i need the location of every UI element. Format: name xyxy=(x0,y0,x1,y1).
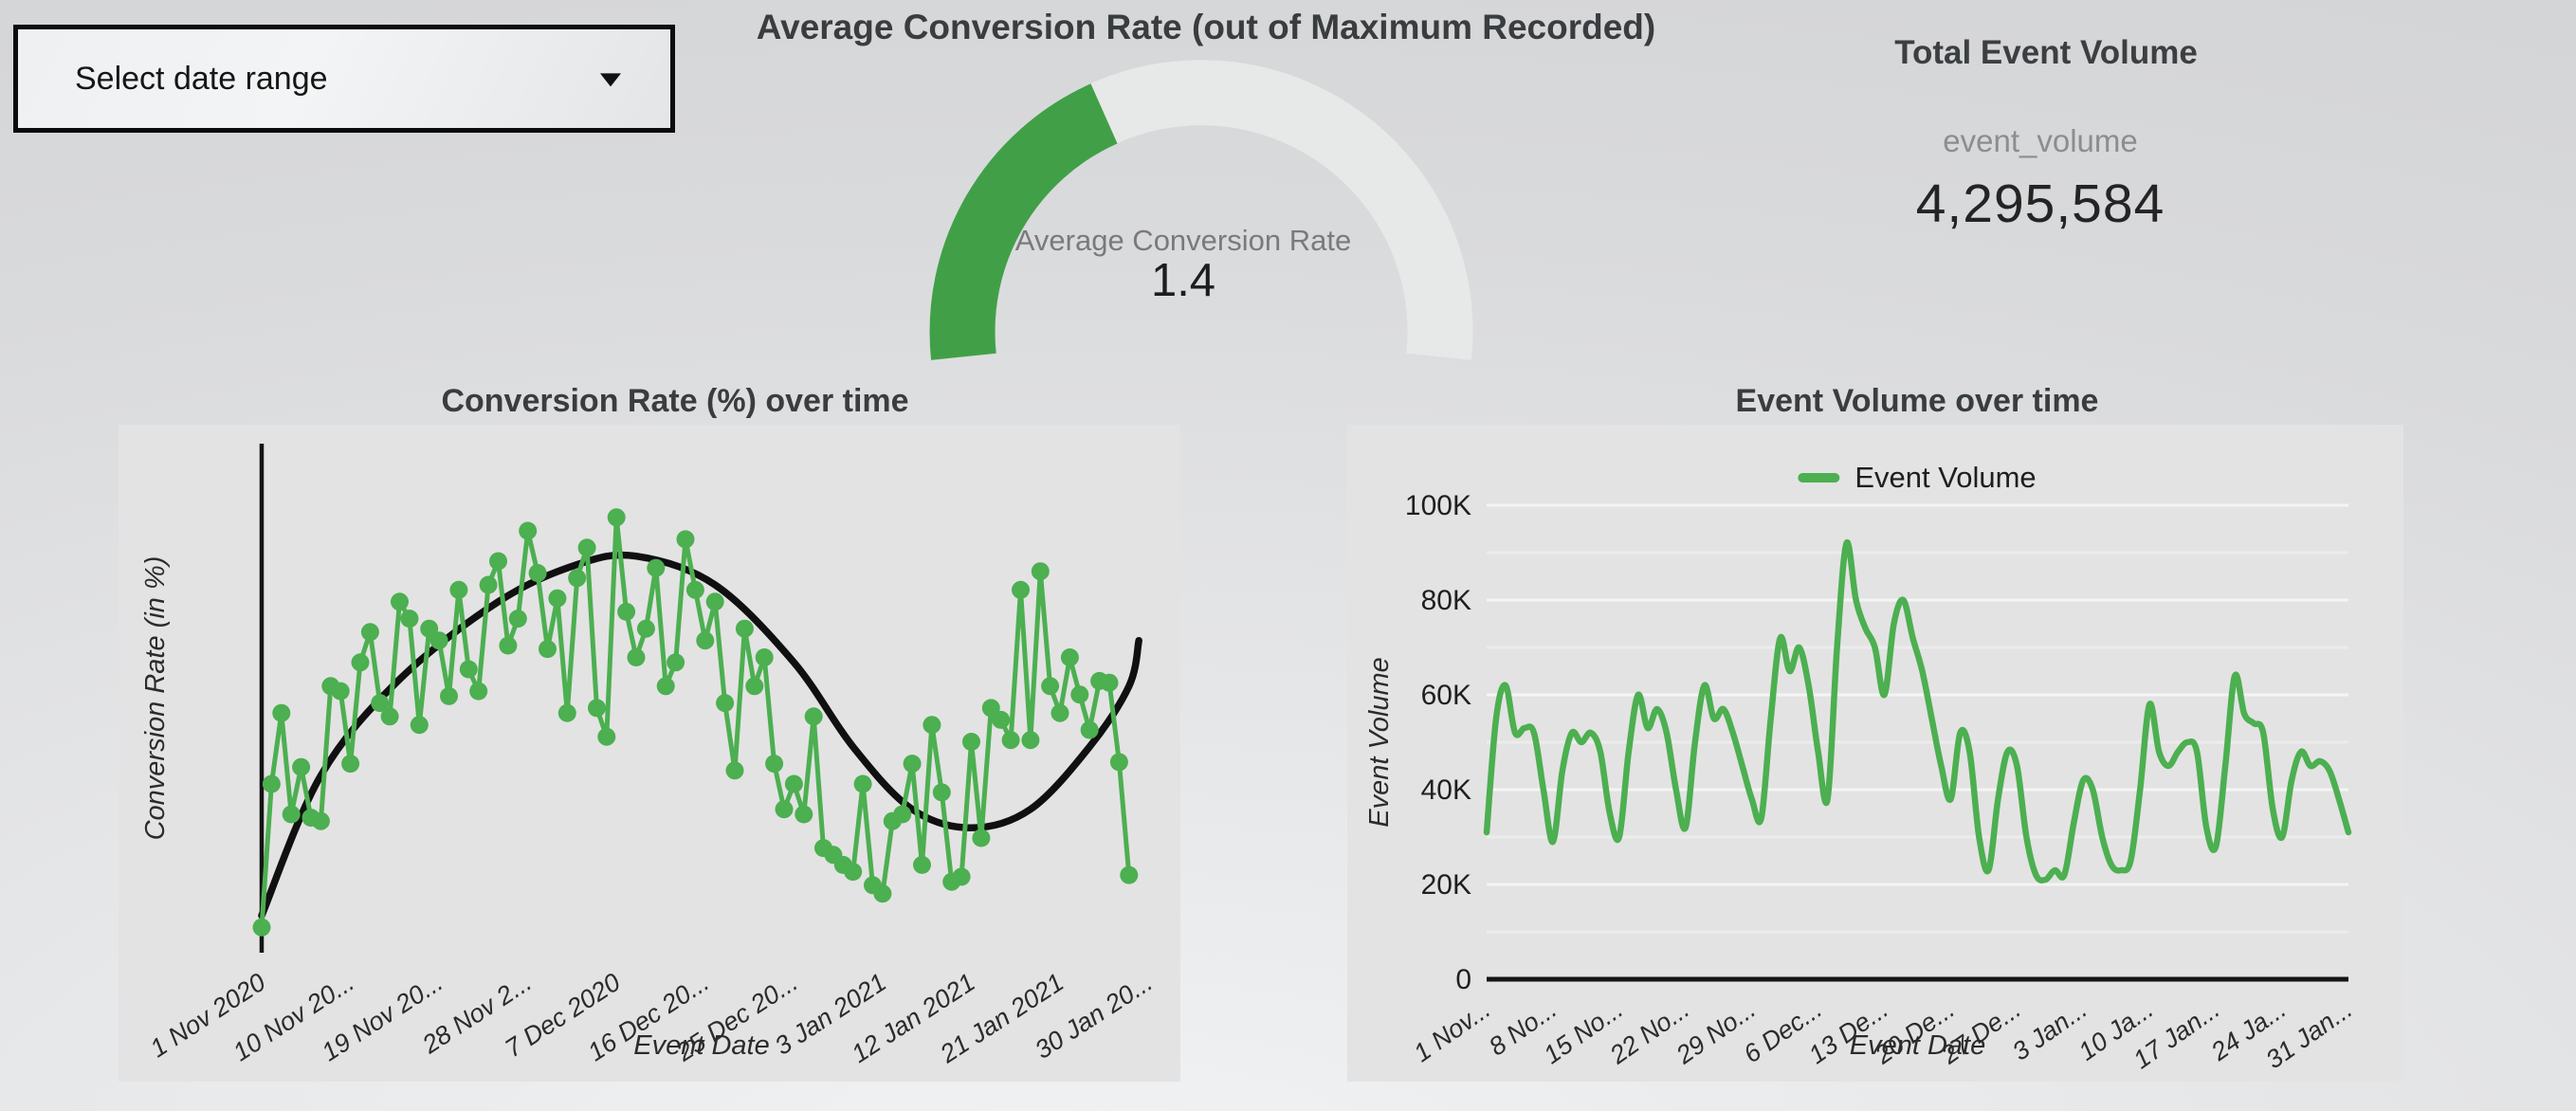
legend-label: Event Volume xyxy=(1854,461,2037,494)
gauge-chart xyxy=(929,60,1473,360)
svg-text:Conversion Rate (in %): Conversion Rate (in %) xyxy=(140,556,171,841)
date-range-dropdown[interactable]: Select date range xyxy=(13,25,675,133)
svg-text:1 Nov...: 1 Nov... xyxy=(1409,994,1496,1067)
legend-line-swatch xyxy=(1798,473,1840,483)
scorecard-value: 4,295,584 xyxy=(1915,173,2165,234)
scorecard-title: Total Event Volume xyxy=(1894,34,2198,71)
scorecard-metric-label: event_volume xyxy=(1943,123,2138,158)
gauge-metric-label: Average Conversion Rate xyxy=(1014,224,1352,257)
svg-text:80K: 80K xyxy=(1421,585,1471,616)
conversion-rate-chart-panel: 1 Nov 2020 10 Nov 20... 19 Nov 20... 28 Nov… xyxy=(119,425,1180,1082)
svg-text:Event Date: Event Date xyxy=(633,1030,769,1061)
event-volume-chart-title: Event Volume over time xyxy=(1735,383,2099,419)
svg-text:3 Jan...: 3 Jan... xyxy=(2007,994,2092,1065)
legend-item-event-volume[interactable]: Event Volume xyxy=(1798,461,2037,495)
svg-text:100K: 100K xyxy=(1405,490,1471,521)
date-range-dropdown-label: Select date range xyxy=(75,60,328,97)
svg-text:Event Volume: Event Volume xyxy=(1364,657,1395,827)
chevron-down-icon xyxy=(600,73,621,87)
conversion-rate-chart-title: Conversion Rate (%) over time xyxy=(441,383,909,419)
event-volume-chart-panel: 0 20K 40K 60K 80K 100K 1 Nov... 8 No... 15 No...… xyxy=(1347,425,2403,1082)
svg-text:40K: 40K xyxy=(1421,774,1471,806)
svg-text:20K: 20K xyxy=(1421,869,1471,901)
svg-text:60K: 60K xyxy=(1421,680,1471,711)
svg-text:0: 0 xyxy=(1455,964,1471,995)
gauge-title: Average Conversion Rate (out of Maximum … xyxy=(756,8,1656,46)
svg-text:Event Date: Event Date xyxy=(1850,1030,1985,1061)
gauge-value: 1.4 xyxy=(1150,255,1216,306)
